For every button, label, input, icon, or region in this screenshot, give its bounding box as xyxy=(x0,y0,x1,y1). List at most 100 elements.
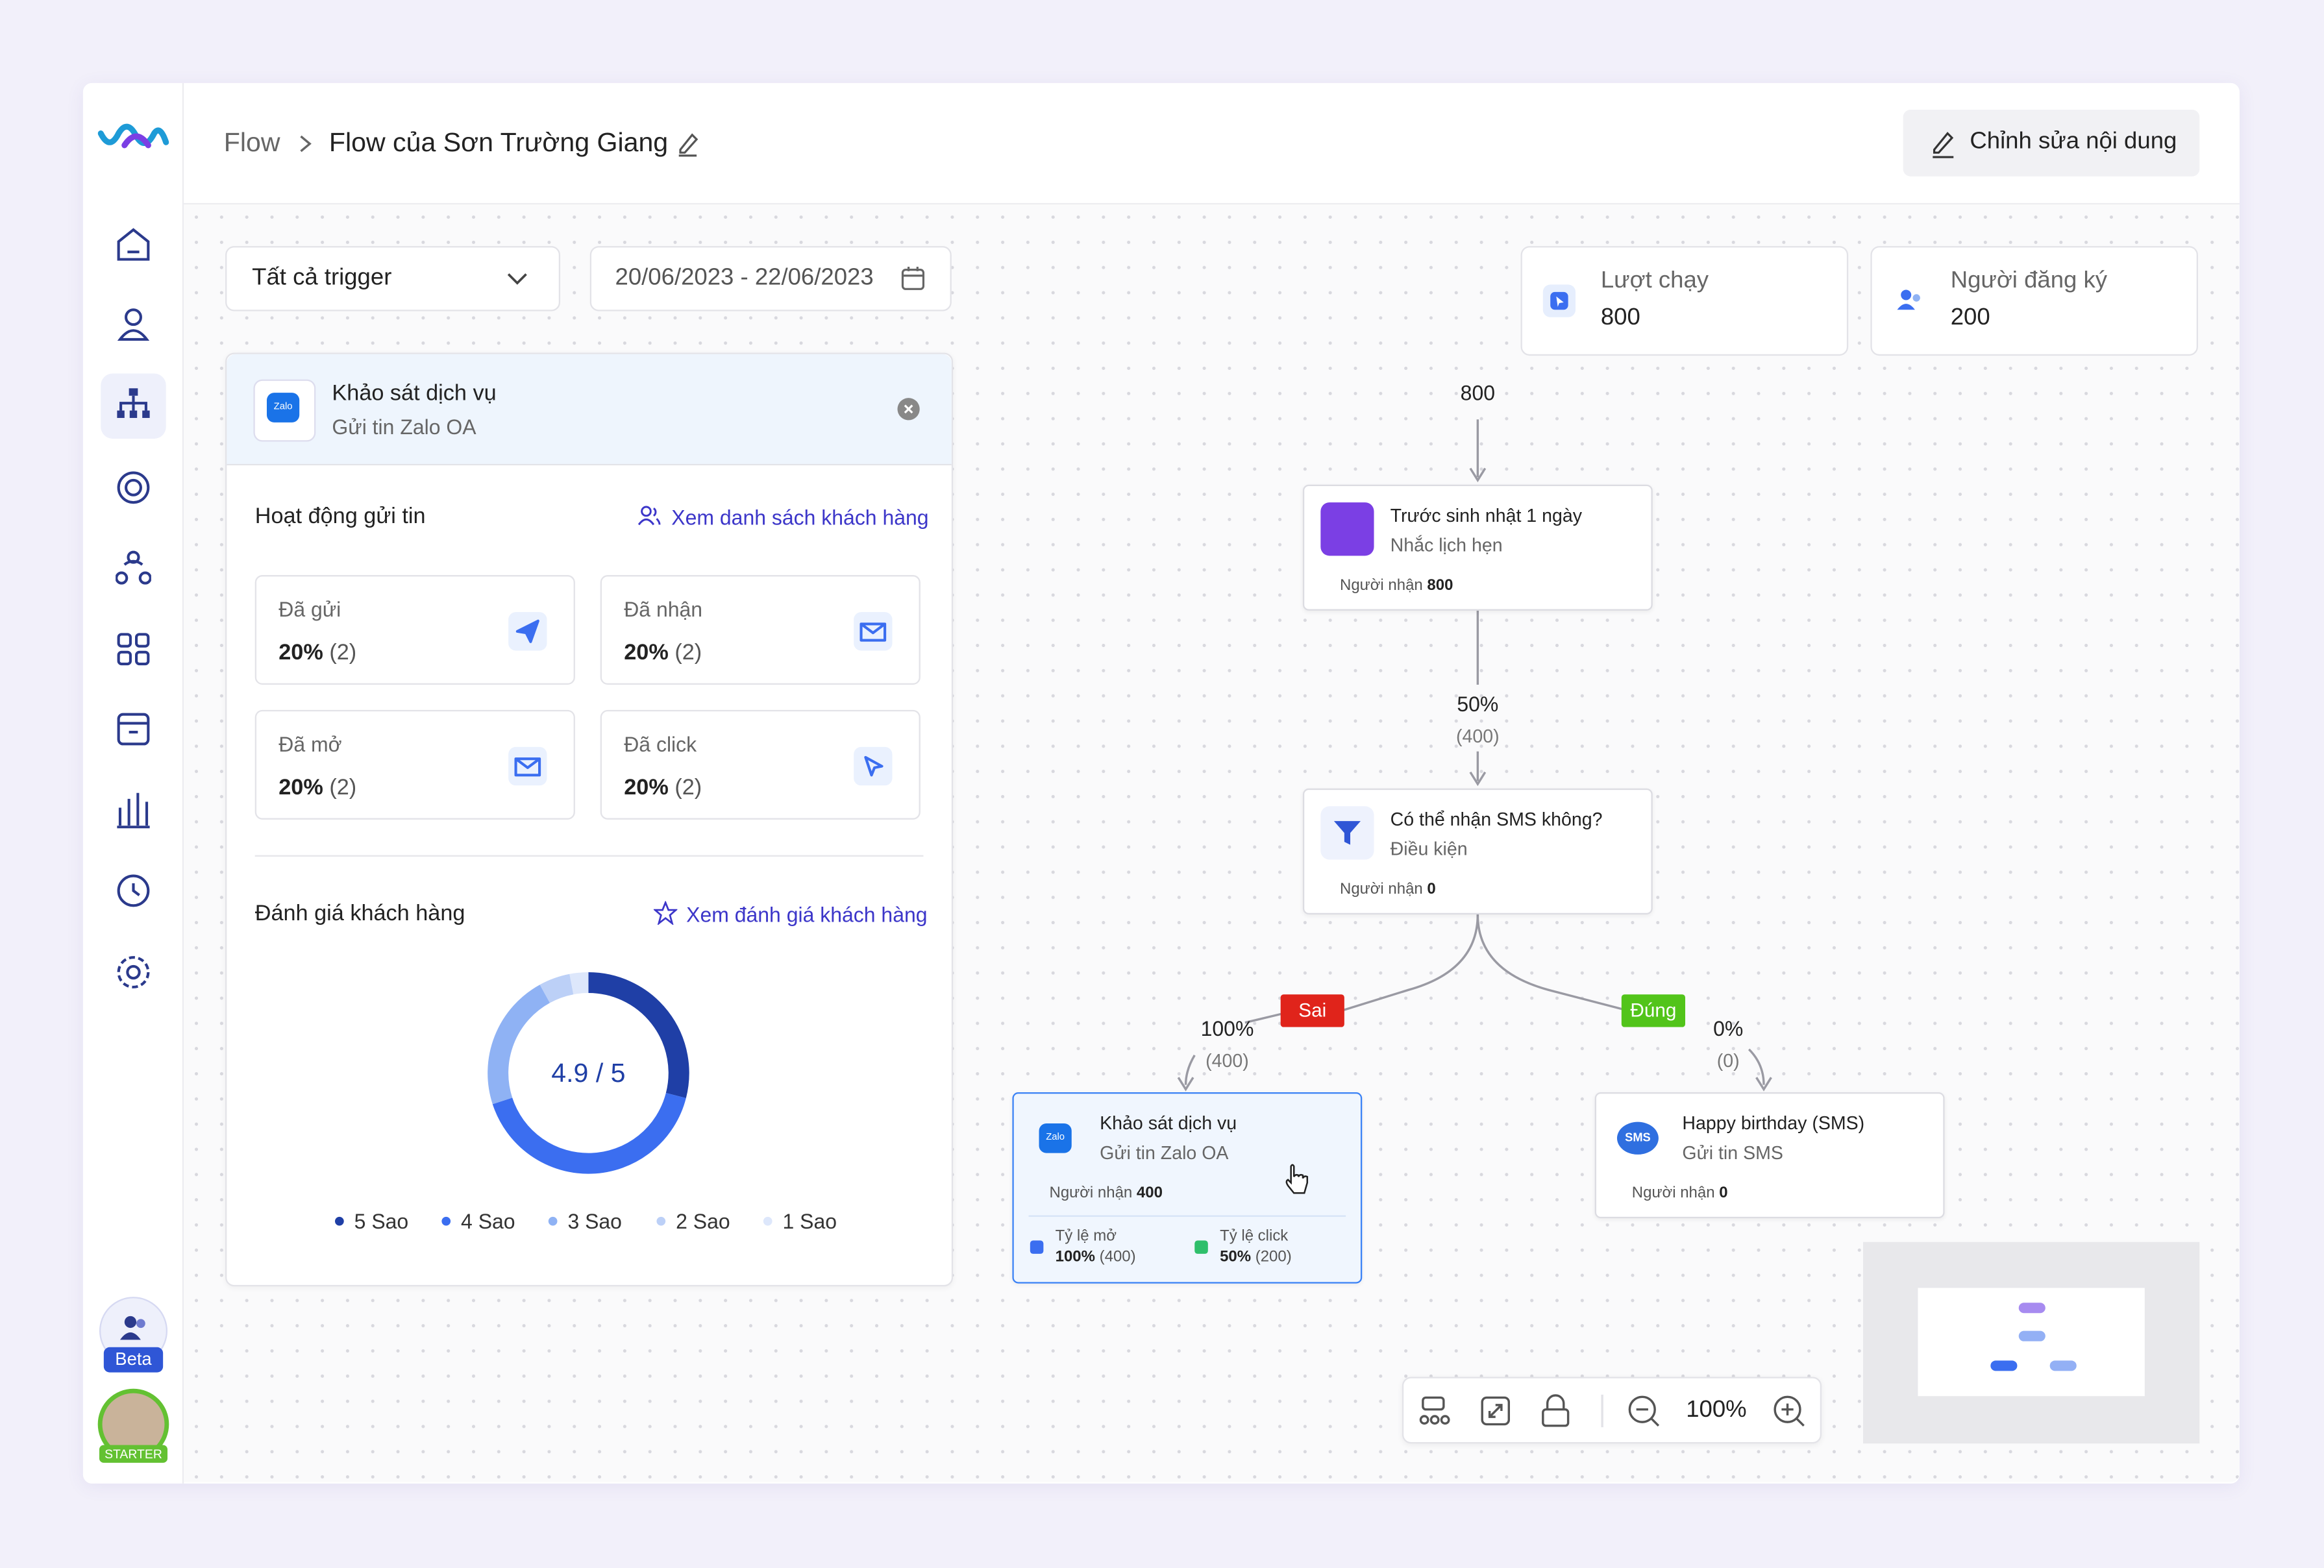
breadcrumb-root[interactable]: Flow xyxy=(223,127,280,158)
zalo-icon: Zalo xyxy=(1039,1123,1072,1153)
legend-dot xyxy=(335,1216,344,1226)
minimap-nodes xyxy=(1990,1303,2077,1371)
metric-percent: 20% xyxy=(278,775,323,801)
node-subtitle: Gửi tin SMS xyxy=(1682,1142,1783,1164)
entry-count: 800 xyxy=(1460,380,1495,405)
sidebar xyxy=(83,82,184,1484)
legend-label: 5 Sao xyxy=(354,1210,409,1233)
node-subtitle: Điều kiện xyxy=(1390,839,1468,860)
metric-count: (2) xyxy=(329,640,357,666)
legend-label: 2 Sao xyxy=(676,1210,730,1233)
rate-icon xyxy=(1030,1240,1044,1254)
node-title: Happy birthday (SMS) xyxy=(1682,1112,1865,1134)
node-subtitle: Nhắc lịch hẹn xyxy=(1390,535,1503,556)
legend-dot xyxy=(656,1216,666,1226)
zalo-icon: Zalo xyxy=(266,393,300,423)
panel-header xyxy=(227,354,952,466)
metric-icon xyxy=(859,622,887,642)
rate-value: 50% (200) xyxy=(1220,1248,1292,1266)
rate-label: Tỷ lệ mở xyxy=(1055,1227,1117,1245)
legend-label: 3 Sao xyxy=(567,1210,622,1233)
edge-count: (0) xyxy=(1716,1051,1740,1072)
stat-value: 200 xyxy=(1950,305,1990,331)
edge-count: (400) xyxy=(1205,1051,1249,1072)
recipients-value: 0 xyxy=(1719,1184,1728,1202)
rename-icon[interactable] xyxy=(676,130,700,157)
metric-icon xyxy=(514,757,541,777)
flow-node[interactable]: SMS Happy birthday (SMS) Gửi tin SMS Ngư… xyxy=(1594,1092,1945,1219)
close-button[interactable] xyxy=(896,397,921,421)
donut-segment xyxy=(588,972,689,1098)
node-recipients: Người nhận 0 xyxy=(1340,880,1436,898)
trigger-select[interactable] xyxy=(225,246,561,312)
calendar-icon xyxy=(901,267,925,290)
metric-label: Đã gửi xyxy=(278,597,341,621)
stat-icon xyxy=(1550,291,1568,310)
flow-node[interactable]: Trước sinh nhật 1 ngày Nhắc lịch hẹn Ngư… xyxy=(1302,484,1653,611)
select-chevron xyxy=(507,273,527,285)
panel-title: Khảo sát dịch vụ xyxy=(332,380,497,406)
date-picker[interactable] xyxy=(589,246,952,312)
stat-label: Người đăng ký xyxy=(1950,268,2108,294)
flow-node[interactable]: Có thể nhận SMS không? Điều kiện Người n… xyxy=(1302,788,1653,914)
stat-card xyxy=(1870,246,2198,356)
nav-icons[interactable] xyxy=(116,227,151,1012)
filter-icon xyxy=(1333,821,1361,845)
metric-card: Đã gửi 20% (2) xyxy=(254,575,575,685)
recipients-label: Người nhận xyxy=(1340,576,1423,594)
rating-icon xyxy=(653,901,678,925)
stat-value: 800 xyxy=(1600,305,1640,331)
metric-icon xyxy=(515,619,539,643)
logo xyxy=(97,123,169,149)
legend-dot xyxy=(763,1216,773,1226)
rate-count: (400) xyxy=(1099,1247,1136,1266)
cursor xyxy=(1285,1164,1309,1194)
customers-link[interactable]: Xem danh sách khách hàng xyxy=(671,505,929,530)
rate-icon xyxy=(1194,1240,1208,1254)
trigger-select-label: Tất cả trigger xyxy=(252,265,392,291)
ratings-link[interactable]: Xem đánh giá khách hàng xyxy=(686,902,928,927)
section-title: Đánh giá khách hàng xyxy=(254,901,465,927)
beta-icon xyxy=(119,1316,145,1340)
node-recipients: Người nhận 400 xyxy=(1050,1184,1163,1202)
zoom-toolbar xyxy=(1402,1377,1822,1444)
legend-label: 1 Sao xyxy=(783,1210,837,1233)
detail-panel xyxy=(225,352,954,1287)
date-range: 20/06/2023 - 22/06/2023 xyxy=(615,265,874,291)
beta-badge: Beta xyxy=(103,1347,164,1373)
breadcrumb-chevron xyxy=(300,135,312,153)
divider xyxy=(254,855,924,857)
metric-count: (2) xyxy=(674,775,702,801)
metric-label: Đã mở xyxy=(278,732,342,756)
sms-icon: SMS xyxy=(1616,1121,1659,1155)
node-title: Có thể nhận SMS không? xyxy=(1390,809,1603,830)
metric-count: (2) xyxy=(329,775,357,801)
metric-label: Đã click xyxy=(624,732,697,756)
metric-label: Đã nhận xyxy=(624,597,703,621)
recipients-label: Người nhận xyxy=(1340,880,1423,898)
recipients-value: 800 xyxy=(1427,576,1453,594)
edge-percent: 100% xyxy=(1200,1016,1254,1041)
metric-card: Đã mở 20% (2) xyxy=(254,709,575,820)
metric-value: 20% (2) xyxy=(624,641,702,666)
metric-percent: 20% xyxy=(278,640,323,666)
recipients-label: Người nhận xyxy=(1631,1184,1715,1202)
metric-count: (2) xyxy=(674,640,702,666)
panel-subtitle: Gửi tin Zalo OA xyxy=(332,415,476,439)
toolbar-icons[interactable] xyxy=(1417,1393,1817,1429)
recipients-label: Người nhận xyxy=(1049,1184,1133,1202)
node-subtitle: Gửi tin Zalo OA xyxy=(1100,1142,1229,1164)
rate-value: 100% (400) xyxy=(1056,1248,1136,1266)
edit-button[interactable] xyxy=(1903,109,2200,177)
divider xyxy=(1028,1215,1346,1217)
flow-node-selected[interactable]: Zalo Khảo sát dịch vụ Gửi tin Zalo OA Ng… xyxy=(1012,1092,1363,1284)
zoom-level: 100% xyxy=(1686,1397,1747,1423)
header-border xyxy=(184,202,2240,205)
stat-icon xyxy=(1897,289,1920,310)
node-recipients: Người nhận 0 xyxy=(1632,1184,1728,1202)
metric-value: 20% (2) xyxy=(278,775,356,800)
donut-segment xyxy=(488,985,550,1105)
metric-percent: 20% xyxy=(624,775,669,801)
